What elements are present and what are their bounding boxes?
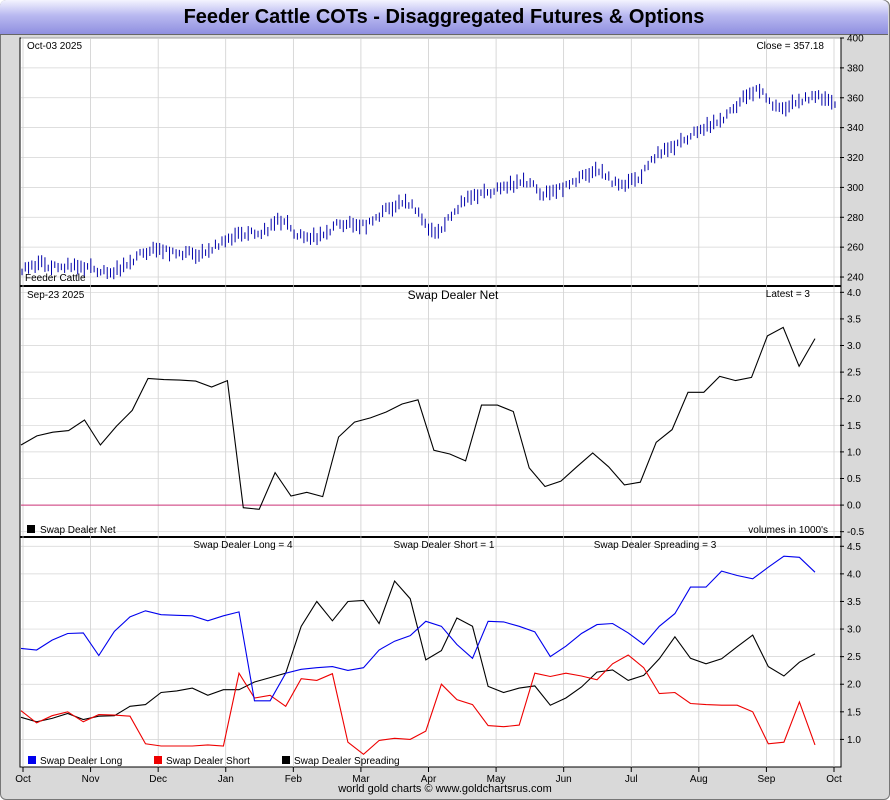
net-date-label: Sep-23 2025	[27, 290, 85, 301]
price-date-label: Oct-03 2025	[27, 41, 82, 52]
short-legend-label: Swap Dealer Short	[166, 756, 250, 767]
x-tick-label: Sep	[758, 774, 776, 785]
price-bars	[21, 83, 836, 280]
spreading-series-line	[20, 579, 816, 723]
short-value-label: Swap Dealer Short = 1	[394, 540, 495, 551]
y-tick-label: 4.0	[847, 569, 861, 580]
net-series	[20, 326, 840, 510]
x-tick-label: May	[487, 774, 506, 785]
price-close-label: Close = 357.18	[756, 41, 824, 52]
long-series-line	[20, 555, 816, 702]
long-legend-swatch	[28, 756, 36, 764]
spreading-legend-label: Swap Dealer Spreading	[294, 756, 400, 767]
plot-area	[19, 37, 842, 768]
short-legend-swatch	[154, 756, 162, 764]
price-series-label: Feeder Cattle	[25, 273, 86, 284]
breakdown-series	[20, 555, 816, 756]
x-tick-label: Oct	[826, 774, 842, 785]
y-tick-label: 400	[847, 34, 864, 45]
y-tick-label: 380	[847, 63, 864, 74]
x-tick-label: Oct	[15, 774, 31, 785]
net-series-line	[20, 326, 816, 510]
y-tick-label: 360	[847, 93, 864, 104]
long-legend-label: Swap Dealer Long	[40, 756, 122, 767]
x-tick-label: Apr	[421, 774, 437, 785]
x-tick-label: Feb	[285, 774, 303, 785]
y-tick-label: 320	[847, 153, 864, 164]
net-legend-swatch	[27, 525, 35, 533]
y-tick-label: 1.0	[847, 735, 861, 746]
x-tick-label: Jul	[625, 774, 638, 785]
footer-credit: world gold charts © www.goldchartsrus.co…	[338, 783, 552, 795]
y-tick-label: 3.0	[847, 625, 861, 636]
x-tick-label: Jun	[556, 774, 572, 785]
chart-title: Feeder Cattle COTs - Disaggregated Futur…	[0, 0, 888, 35]
y-tick-label: 260	[847, 243, 864, 254]
net-panel-title: Swap Dealer Net	[408, 288, 499, 302]
y-tick-label: 3.5	[847, 597, 861, 608]
x-tick-label: Dec	[149, 774, 167, 785]
x-tick-label: Mar	[352, 774, 370, 785]
axis-labels: Oct Nov Dec Jan Feb Mar Apr May Jun Jul Aug Sep Oct 2…	[15, 34, 864, 786]
long-value-label: Swap Dealer Long = 4	[193, 540, 293, 551]
spreading-legend-swatch	[282, 756, 290, 764]
y-tick-label: 0.0	[847, 501, 861, 512]
y-tick-label: -0.5	[847, 527, 865, 538]
net-latest-label: Latest = 3	[766, 289, 811, 300]
y-tick-label: 0.5	[847, 474, 861, 485]
y-tick-label: 3.5	[847, 314, 861, 325]
y-tick-label: 2.0	[847, 680, 861, 691]
y-tick-label: 2.0	[847, 394, 861, 405]
x-tick-label: Jan	[218, 774, 234, 785]
y-tick-label: 2.5	[847, 652, 861, 663]
units-label: volumes in 1000's	[748, 525, 828, 536]
y-tick-label: 280	[847, 213, 864, 224]
y-tick-label: 4.5	[847, 542, 861, 553]
y-tick-label: 1.0	[847, 447, 861, 458]
y-tick-label: 240	[847, 273, 864, 284]
y-tick-label: 1.5	[847, 707, 861, 718]
y-tick-label: 4.0	[847, 288, 861, 299]
x-tick-label: Nov	[82, 774, 100, 785]
short-series-line	[20, 654, 816, 756]
net-legend-label: Swap Dealer Net	[40, 525, 116, 536]
y-tick-label: 1.5	[847, 421, 861, 432]
y-tick-label: 300	[847, 183, 864, 194]
y-tick-label: 2.5	[847, 368, 861, 379]
x-tick-label: Aug	[690, 774, 708, 785]
y-tick-label: 3.0	[847, 341, 861, 352]
spreading-value-label: Swap Dealer Spreading = 3	[594, 540, 717, 551]
y-tick-label: 340	[847, 123, 864, 134]
